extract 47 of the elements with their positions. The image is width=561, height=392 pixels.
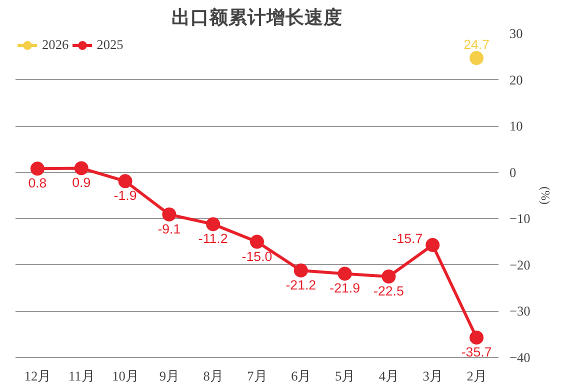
point: [470, 51, 484, 66]
data-label: -15.0: [242, 248, 272, 264]
point: [382, 270, 396, 284]
point: [162, 207, 176, 222]
data-label: 0.8: [28, 176, 47, 191]
x-tick-label: 7月: [247, 368, 267, 384]
x-tick-label: 9月: [159, 368, 180, 384]
chart-title: 出口额累计增长速度: [172, 6, 342, 28]
x-tick-label: 3月: [422, 368, 442, 384]
data-label: 0.9: [72, 175, 91, 190]
y-tick-label: −30: [510, 304, 531, 319]
y-tick-label: −40: [510, 350, 531, 365]
x-tick-label: 8月: [203, 368, 223, 384]
data-label: -35.7: [461, 344, 492, 360]
data-label: -9.1: [158, 221, 181, 236]
x-tick-label: 6月: [291, 368, 311, 384]
data-label: 24.7: [464, 37, 490, 52]
point: [426, 238, 440, 252]
x-tick-label: 5月: [334, 368, 355, 384]
y-axis-title: (%): [538, 186, 552, 205]
legend-label: 2025: [96, 37, 124, 53]
y-tick-label: −20: [510, 257, 531, 272]
y-tick-label: 20: [510, 72, 524, 88]
data-label: -21.9: [330, 280, 360, 296]
x-tick-label: 2月: [466, 368, 486, 384]
x-tick-label: 11月: [68, 368, 94, 384]
point: [338, 266, 352, 281]
point: [250, 234, 264, 249]
point: [206, 217, 220, 232]
x-tick-label: 4月: [378, 368, 399, 384]
y-tick-label: 10: [510, 118, 524, 134]
data-label: -22.5: [374, 284, 404, 298]
point: [470, 330, 484, 345]
data-label: -21.2: [286, 277, 316, 292]
data-label: -15.7: [392, 231, 423, 246]
legend-label: 2026: [42, 37, 69, 53]
data-label: -1.9: [114, 188, 137, 204]
point: [118, 174, 132, 188]
y-tick-label: 0: [510, 164, 516, 180]
point: [74, 161, 88, 176]
data-label: -11.2: [198, 231, 228, 246]
point: [294, 263, 308, 278]
y-tick-label: −10: [510, 211, 531, 226]
x-tick-label: 10月: [112, 368, 138, 384]
point: [30, 162, 44, 176]
y-tick-label: 30: [510, 26, 524, 41]
x-tick-label: 12月: [24, 368, 51, 384]
